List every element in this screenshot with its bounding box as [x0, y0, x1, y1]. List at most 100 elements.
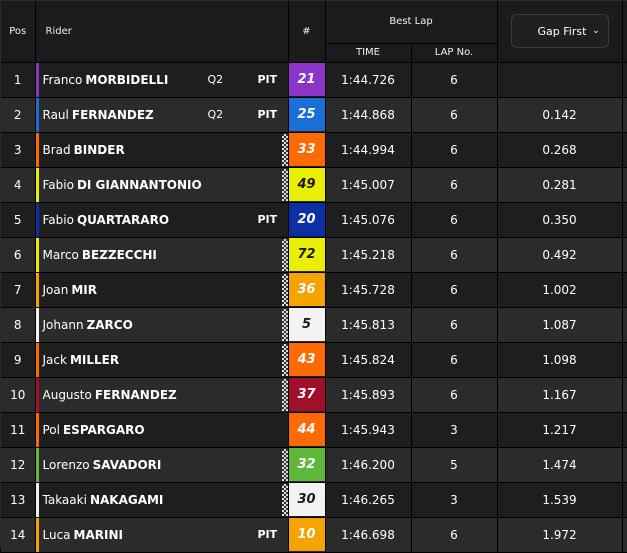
best-lap-time: 1:45.076	[325, 202, 412, 238]
checkered-flag-icon	[281, 308, 288, 341]
chevron-down-icon: ⌄	[591, 26, 600, 37]
q2-badge: Q2	[207, 72, 224, 86]
team-color-stripe	[35, 412, 39, 447]
row-position: 8	[1, 307, 36, 343]
pit-badge: PIT	[257, 72, 278, 86]
rider-cell: Franco MORBIDELLI Q2 PIT	[35, 62, 289, 98]
header-filler	[622, 1, 627, 63]
best-lap-time: 1:45.824	[325, 342, 412, 378]
rider-number: 21	[288, 63, 325, 96]
table-row[interactable]: 1 Franco MORBIDELLI Q2 PIT 21 1:44.726 6	[1, 62, 627, 98]
row-filler	[622, 447, 627, 483]
rider-first-name: Augusto	[42, 387, 92, 402]
header-gap: Gap First ⌄	[497, 1, 623, 63]
rider-number-cell: 37	[288, 377, 326, 413]
rider-number: 5	[288, 308, 325, 341]
table-row[interactable]: 9 Jack MILLER 43 1:45.824 6 1.098	[1, 342, 627, 378]
best-lap-number: 6	[411, 237, 498, 273]
row-position: 2	[1, 97, 36, 133]
table-row[interactable]: 3 Brad BINDER 33 1:44.994 6 0.268	[1, 132, 627, 168]
rider-number: 36	[288, 273, 325, 306]
rider-number: 43	[288, 343, 325, 376]
rider-number-cell: 10	[288, 517, 326, 553]
gap-first: 1.087	[497, 307, 623, 343]
best-lap-time: 1:45.218	[325, 237, 412, 273]
rider-first-name: Jack	[42, 352, 67, 367]
rider-number-cell: 25	[288, 97, 326, 133]
rider-first-name: Franco	[42, 72, 83, 87]
rider-cell: Brad BINDER	[35, 132, 289, 168]
checkered-flag-icon	[281, 133, 288, 166]
gap-first: 1.098	[497, 342, 623, 378]
rider-number: 30	[288, 483, 325, 516]
team-color-stripe	[35, 377, 39, 412]
best-lap-number: 6	[411, 62, 498, 98]
row-filler	[622, 202, 627, 238]
table-row[interactable]: 8 Johann ZARCO 5 1:45.813 6 1.087	[1, 307, 627, 343]
rider-last-name: BINDER	[73, 142, 125, 157]
row-filler	[622, 377, 627, 413]
rider-number-cell: 36	[288, 272, 326, 308]
best-lap-time: 1:45.007	[325, 167, 412, 203]
gap-first: 1.217	[497, 412, 623, 448]
rider-number: 72	[288, 238, 325, 271]
row-filler	[622, 237, 627, 273]
best-lap-time: 1:44.994	[325, 132, 412, 168]
rider-first-name: Joan	[42, 282, 69, 297]
table-row[interactable]: 13 Takaaki NAKAGAMI 30 1:46.265 3 1.539	[1, 482, 627, 518]
best-lap-time: 1:45.943	[325, 412, 412, 448]
rider-first-name: Luca	[42, 527, 71, 542]
rider-first-name: Fabio	[42, 177, 74, 192]
header-best-lap: Best Lap	[325, 1, 498, 44]
table-row[interactable]: 7 Joan MIR 36 1:45.728 6 1.002	[1, 272, 627, 308]
row-filler	[622, 167, 627, 203]
rider-first-name: Lorenzo	[42, 457, 90, 472]
row-position: 11	[1, 412, 36, 448]
rider-last-name: QUARTARARO	[76, 212, 170, 227]
row-filler	[622, 97, 627, 133]
table-row[interactable]: 4 Fabio DI GIANNANTONIO 49 1:45.007 6 0.…	[1, 167, 627, 203]
row-position: 12	[1, 447, 36, 483]
best-lap-number: 6	[411, 167, 498, 203]
rider-last-name: SAVADORI	[92, 457, 162, 472]
table-row[interactable]: 5 Fabio QUARTARARO PIT 20 1:45.076 6 0.3…	[1, 202, 627, 238]
gap-first: 0.350	[497, 202, 623, 238]
rider-number: 33	[288, 133, 325, 166]
gap-first: 1.474	[497, 447, 623, 483]
team-color-stripe	[35, 202, 39, 237]
gap-first-select[interactable]: Gap First ⌄	[510, 14, 609, 49]
gap-first-select-label: Gap First	[537, 24, 587, 38]
best-lap-time: 1:45.813	[325, 307, 412, 343]
table-row[interactable]: 11 Pol ESPARGARO 44 1:45.943 3 1.217	[1, 412, 627, 448]
best-lap-number: 6	[411, 97, 498, 133]
rider-cell: Marco BEZZECCHI	[35, 237, 289, 273]
rider-last-name: MILLER	[69, 352, 120, 367]
team-color-stripe	[35, 272, 39, 307]
rider-number: 49	[288, 168, 325, 201]
rider-cell: Fabio QUARTARARO PIT	[35, 202, 289, 238]
table-row[interactable]: 10 Augusto FERNANDEZ 37 1:45.893 6 1.167	[1, 377, 627, 413]
rider-last-name: MIR	[71, 282, 97, 297]
rider-last-name: NAKAGAMI	[89, 492, 164, 507]
best-lap-number: 6	[411, 342, 498, 378]
rider-last-name: DI GIANNANTONIO	[76, 177, 202, 192]
table-row[interactable]: 6 Marco BEZZECCHI 72 1:45.218 6 0.492	[1, 237, 627, 273]
checkered-flag-icon	[281, 168, 288, 201]
team-color-stripe	[35, 447, 39, 482]
pit-badge: PIT	[257, 212, 278, 226]
rider-last-name: ESPARGARO	[62, 422, 145, 437]
best-lap-time: 1:45.728	[325, 272, 412, 308]
gap-first	[497, 62, 623, 98]
table-row[interactable]: 12 Lorenzo SAVADORI 32 1:46.200 5 1.474	[1, 447, 627, 483]
rider-cell: Joan MIR	[35, 272, 289, 308]
rider-number-cell: 5	[288, 307, 326, 343]
best-lap-time: 1:44.726	[325, 62, 412, 98]
rider-cell: Takaaki NAKAGAMI	[35, 482, 289, 518]
table-row[interactable]: 2 Raul FERNANDEZ Q2 PIT 25 1:44.868 6 0.…	[1, 97, 627, 133]
rider-cell: Pol ESPARGARO	[35, 412, 289, 448]
team-color-stripe	[35, 517, 39, 552]
header-rider: Rider	[35, 1, 289, 63]
header-pos: Pos	[1, 1, 36, 63]
gap-first: 0.492	[497, 237, 623, 273]
